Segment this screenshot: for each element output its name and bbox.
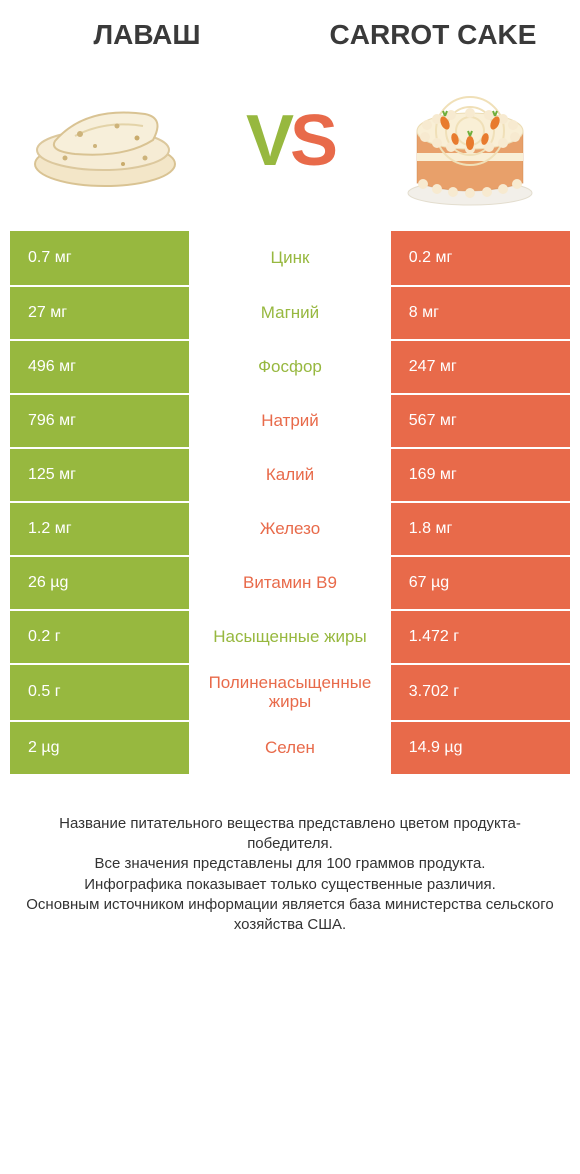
right-value-cell: 8 мг <box>391 287 570 339</box>
left-value-cell: 0.7 мг <box>10 231 189 285</box>
table-row: 125 мгКалий169 мг <box>10 447 570 501</box>
nutrient-name-cell: Полиненасыщенные жиры <box>189 665 391 720</box>
left-value-cell: 0.5 г <box>10 665 189 720</box>
right-value-cell: 567 мг <box>391 395 570 447</box>
nutrient-name-cell: Калий <box>189 449 391 501</box>
right-value-cell: 1.472 г <box>391 611 570 663</box>
left-food-title: ЛАВАШ <box>30 20 264 51</box>
footnote-line: Название питательного вещества представл… <box>20 814 560 855</box>
table-row: 0.7 мгЦинк0.2 мг <box>10 231 570 285</box>
header: ЛАВАШ CARROT CAKE <box>0 0 580 61</box>
left-value-cell: 0.2 г <box>10 611 189 663</box>
comparison-table: 0.7 мгЦинк0.2 мг27 мгМагний8 мг496 мгФос… <box>0 231 580 774</box>
nutrient-name-cell: Насыщенные жиры <box>189 611 391 663</box>
right-value-cell: 3.702 г <box>391 665 570 720</box>
left-value-cell: 2 µg <box>10 722 189 774</box>
carrot-cake-illustration <box>380 71 560 211</box>
right-food-title: CARROT CAKE <box>316 20 550 51</box>
vs-s-letter: S <box>290 101 334 181</box>
lavash-illustration <box>20 71 200 211</box>
left-value-cell: 496 мг <box>10 341 189 393</box>
table-row: 2 µgСелен14.9 µg <box>10 720 570 774</box>
footnote-line: Основным источником информации является … <box>20 895 560 936</box>
right-value-cell: 1.8 мг <box>391 503 570 555</box>
nutrient-name-cell: Железо <box>189 503 391 555</box>
table-row: 27 мгМагний8 мг <box>10 285 570 339</box>
footnote-line: Инфографика показывает только существенн… <box>20 875 560 895</box>
nutrient-name-cell: Селен <box>189 722 391 774</box>
right-value-cell: 169 мг <box>391 449 570 501</box>
footnote-block: Название питательного вещества представл… <box>0 774 580 946</box>
left-value-cell: 26 µg <box>10 557 189 609</box>
nutrient-name-cell: Фосфор <box>189 341 391 393</box>
table-row: 1.2 мгЖелезо1.8 мг <box>10 501 570 555</box>
table-row: 0.5 гПолиненасыщенные жиры3.702 г <box>10 663 570 720</box>
table-row: 796 мгНатрий567 мг <box>10 393 570 447</box>
images-row: VS <box>0 61 580 231</box>
nutrient-name-cell: Витамин B9 <box>189 557 391 609</box>
left-value-cell: 796 мг <box>10 395 189 447</box>
footnote-line: Все значения представлены для 100 граммо… <box>20 854 560 874</box>
nutrient-name-cell: Натрий <box>189 395 391 447</box>
right-value-cell: 67 µg <box>391 557 570 609</box>
right-value-cell: 14.9 µg <box>391 722 570 774</box>
left-value-cell: 27 мг <box>10 287 189 339</box>
table-row: 496 мгФосфор247 мг <box>10 339 570 393</box>
left-value-cell: 1.2 мг <box>10 503 189 555</box>
right-value-cell: 0.2 мг <box>391 231 570 285</box>
vs-v-letter: V <box>246 101 290 181</box>
right-value-cell: 247 мг <box>391 341 570 393</box>
table-row: 26 µgВитамин B967 µg <box>10 555 570 609</box>
nutrient-name-cell: Цинк <box>189 231 391 285</box>
nutrient-name-cell: Магний <box>189 287 391 339</box>
table-row: 0.2 гНасыщенные жиры1.472 г <box>10 609 570 663</box>
vs-label: VS <box>246 100 334 182</box>
left-value-cell: 125 мг <box>10 449 189 501</box>
